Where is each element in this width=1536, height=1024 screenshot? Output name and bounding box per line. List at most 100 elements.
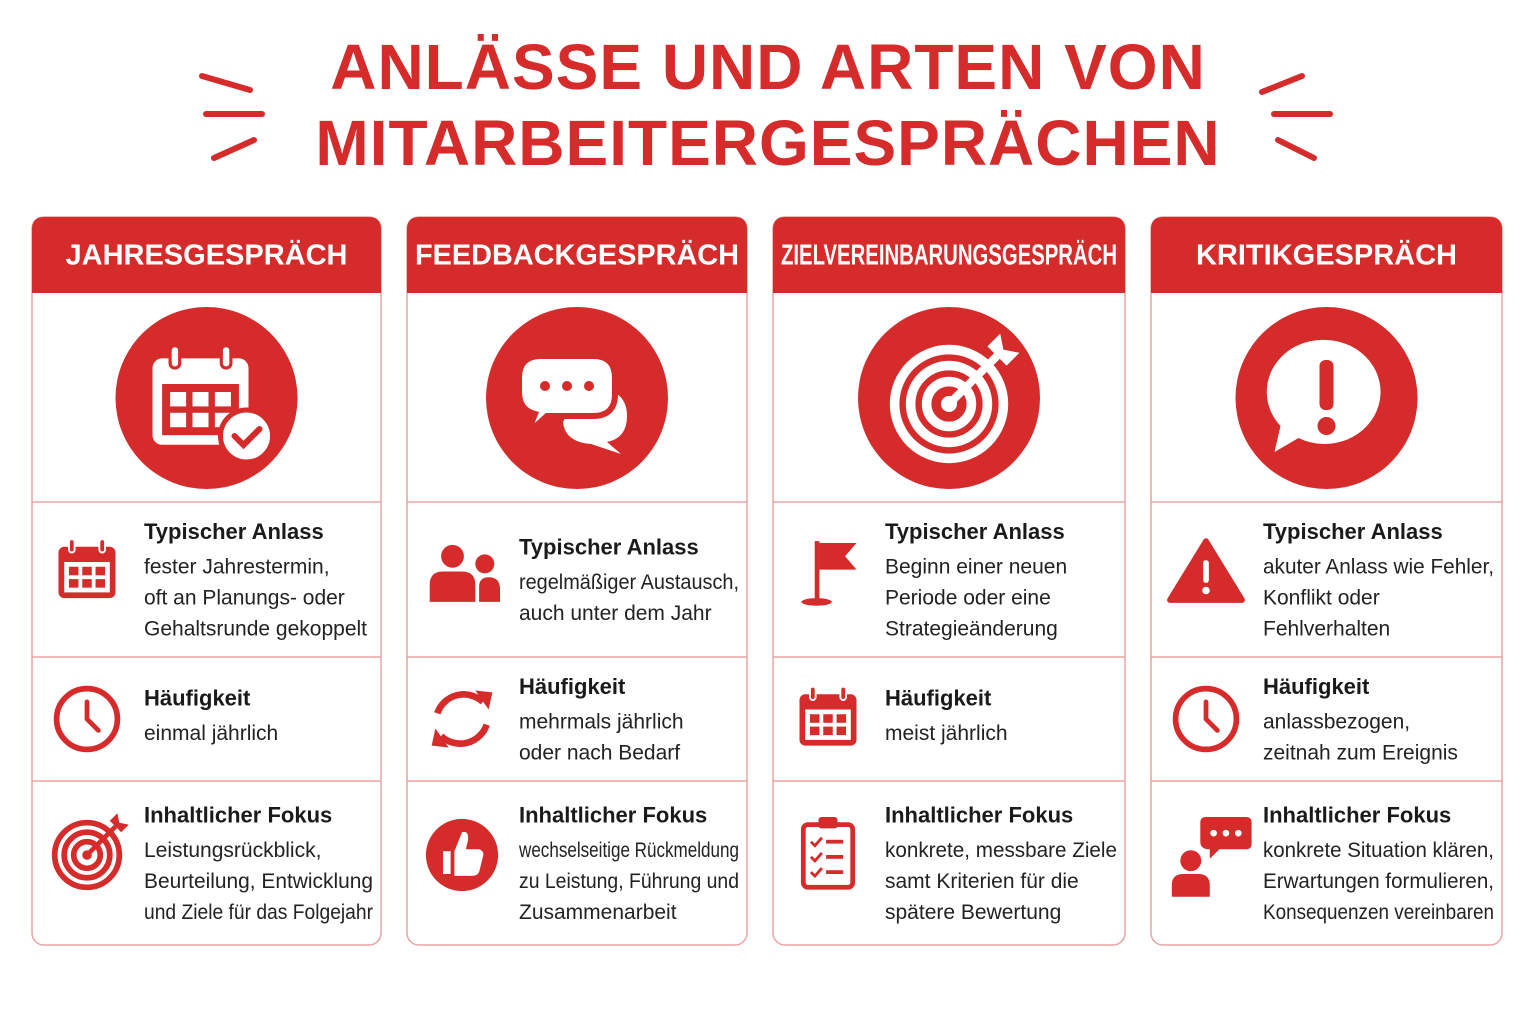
card-title: ZIELVEREINBARUNGSGESPRÄCH xyxy=(781,239,1117,272)
icon-part xyxy=(801,598,832,606)
row-label: Häufigkeit xyxy=(144,685,251,710)
row-icon xyxy=(801,541,857,606)
row-label: Inhaltlicher Fokus xyxy=(519,802,707,827)
row-text: akuter Anlass wie Fehler, xyxy=(1263,556,1494,579)
icon-part xyxy=(823,726,833,736)
icon-part xyxy=(905,360,993,448)
icon-part xyxy=(889,344,1009,464)
icon-part xyxy=(219,344,233,370)
icon-part xyxy=(82,566,92,576)
row-text: einmal jährlich xyxy=(144,722,278,745)
row-text: Beginn einer neuen xyxy=(885,556,1067,579)
icon-part xyxy=(95,579,106,588)
row-text: konkrete Situation klären, xyxy=(1263,839,1494,862)
icon-part xyxy=(85,824,118,857)
row-text: zu Leistung, Führung und xyxy=(519,870,739,893)
icon-part xyxy=(51,819,123,891)
icon-part xyxy=(434,691,486,715)
icon-part xyxy=(805,709,851,740)
icon-part xyxy=(98,538,106,554)
row-label: Häufigkeit xyxy=(1263,674,1370,699)
icon-part xyxy=(192,392,209,407)
row-text: spätere Bewertung xyxy=(885,901,1061,924)
row-icon xyxy=(425,818,499,892)
icon-part xyxy=(809,867,823,879)
icon-part xyxy=(946,353,1000,407)
card: JAHRESGESPRÄCH Typischer Anlass fester Jah… xyxy=(31,216,382,946)
icon-part xyxy=(819,543,857,570)
icon-part xyxy=(218,407,275,465)
icon-part xyxy=(438,723,490,747)
icon-part xyxy=(1319,360,1334,410)
icon-part xyxy=(540,381,550,391)
row-text: anlassbezogen, xyxy=(1263,711,1410,734)
row-label: Typischer Anlass xyxy=(885,519,1065,544)
icon-part xyxy=(61,829,113,881)
icon-part xyxy=(823,714,833,723)
icon-part xyxy=(562,381,572,391)
row-label: Inhaltlicher Fokus xyxy=(1263,802,1451,827)
row-label: Häufigkeit xyxy=(885,685,992,710)
card: ZIELVEREINBARUNGSGESPRÄCH Typischer Anlas… xyxy=(772,216,1126,946)
icon-part xyxy=(809,851,823,863)
row-icon xyxy=(429,544,500,602)
icon-part xyxy=(68,579,79,588)
icon-part xyxy=(826,870,844,874)
row-text: regelmäßiger Austausch, xyxy=(519,571,739,594)
row-icon xyxy=(1171,817,1252,897)
card-icon xyxy=(486,307,668,489)
row-label: Inhaltlicher Fokus xyxy=(144,802,332,827)
icon-part xyxy=(1203,699,1220,733)
icon-part xyxy=(584,381,594,391)
icon-part xyxy=(1200,817,1252,859)
icon-part xyxy=(826,855,844,859)
row-label: Typischer Anlass xyxy=(144,519,324,544)
icon-part xyxy=(454,831,484,876)
icon-part xyxy=(443,851,451,874)
icon-part xyxy=(1222,829,1230,837)
row-text: Periode oder eine xyxy=(885,587,1051,610)
icon-part xyxy=(809,726,820,736)
icon-part xyxy=(1180,850,1202,872)
icon-part xyxy=(441,544,464,568)
row-icon xyxy=(53,685,121,753)
row-text: fester Jahrestermin, xyxy=(144,556,330,579)
row-text: oft an Planungs- oder xyxy=(144,587,345,610)
row-text: samt Kriterien für die xyxy=(885,870,1079,893)
icon-part xyxy=(95,566,106,576)
card-header xyxy=(407,217,747,293)
icon-part xyxy=(1317,417,1336,435)
row-text: Leistungsrückblick, xyxy=(144,839,321,862)
icon-part xyxy=(429,571,476,602)
icon-part xyxy=(475,554,495,574)
icon-part xyxy=(818,817,838,829)
icon-part xyxy=(836,726,847,736)
icon-part xyxy=(168,344,182,370)
icon-part xyxy=(231,426,263,450)
icon-part xyxy=(809,685,817,701)
row-icon xyxy=(800,817,856,890)
row-text: zeitnah zum Ereignis xyxy=(1263,742,1458,765)
row-text: Zusammenarbeit xyxy=(519,901,677,924)
row-text: Konflikt oder xyxy=(1263,587,1380,610)
row-text: Gehaltsrunde gekoppelt xyxy=(144,618,367,641)
row-text: mehrmals jährlich xyxy=(519,711,684,734)
row-text: Fehlverhalten xyxy=(1263,618,1390,641)
icon-part xyxy=(170,392,187,407)
icon-part xyxy=(479,577,500,602)
icon-part xyxy=(826,839,844,844)
icon-part xyxy=(809,836,823,848)
card-header xyxy=(32,217,381,293)
icon-part xyxy=(921,376,977,432)
row-text: wechselseitige Rückmeldung xyxy=(518,839,739,862)
row-text: Strategieänderung xyxy=(885,618,1058,641)
icon-part xyxy=(214,392,231,407)
icon-part xyxy=(170,412,187,428)
card-title: KRITIKGESPRÄCH xyxy=(1196,239,1457,272)
icon-part xyxy=(431,728,449,748)
icon-part xyxy=(67,538,76,554)
icon-part xyxy=(1234,829,1242,837)
icon-part xyxy=(475,690,493,710)
icon-part xyxy=(70,838,104,872)
